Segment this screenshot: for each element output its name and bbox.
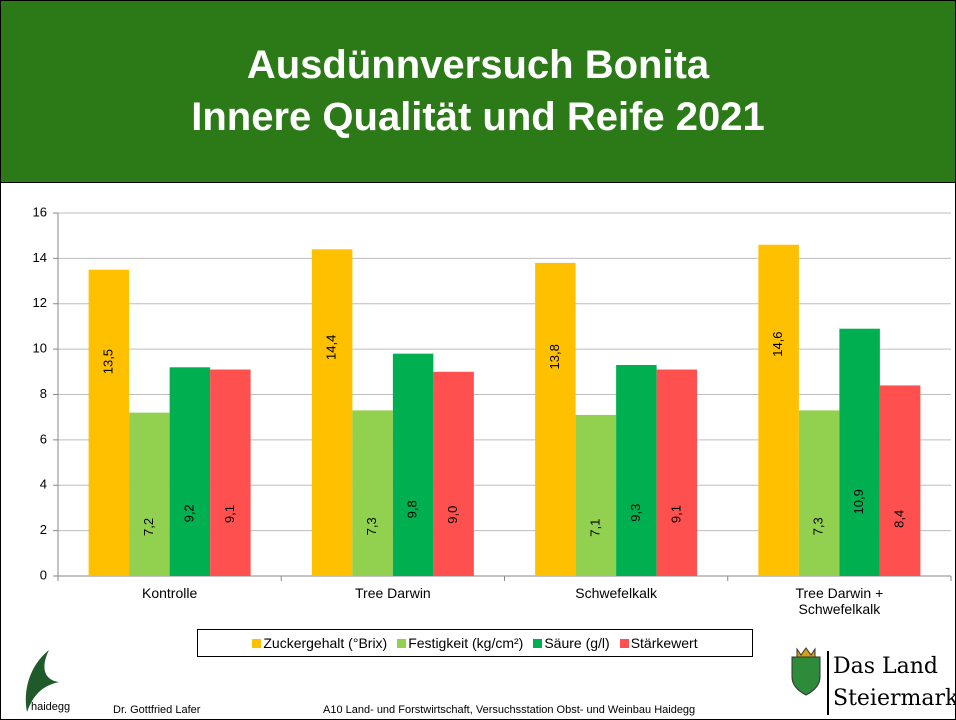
bar xyxy=(880,385,921,576)
legend-label: Stärkewert xyxy=(631,635,698,651)
legend-swatch xyxy=(397,639,406,648)
legend-item: Stärkewert xyxy=(620,635,698,651)
y-tick-label: 12 xyxy=(33,295,47,310)
legend-swatch xyxy=(252,639,261,648)
bar xyxy=(576,415,617,576)
data-label: 7,1 xyxy=(587,519,602,537)
coat-of-arms xyxy=(789,647,823,697)
title-line: Ausdünnversuch Bonita xyxy=(1,39,955,91)
bar xyxy=(433,372,474,576)
chart: 0 2 4 6 8 10 12 14 16 13,5 7,2 9,2 9,1 14,4 7,3 9,8 9,0 1… xyxy=(1,183,955,623)
y-tick-label: 6 xyxy=(40,431,47,446)
institution: A10 Land- und Forstwirtschaft, Versuchss… xyxy=(323,704,695,716)
x-tick-label: Tree Darwin xyxy=(328,585,458,601)
legend-item: Festigkeit (kg/cm²) xyxy=(397,635,523,651)
x-tick-label: Schwefelkalk xyxy=(551,585,681,601)
slide: Ausdünnversuch Bonita Innere Qualität un… xyxy=(0,0,956,720)
legend-swatch xyxy=(533,639,542,648)
bar xyxy=(312,249,353,576)
data-label: 9,3 xyxy=(628,504,643,522)
data-label: 8,4 xyxy=(892,510,907,528)
bar xyxy=(657,370,698,576)
legend: Zuckergehalt (°Brix) Festigkeit (kg/cm²) S… xyxy=(197,629,753,657)
data-label: 9,1 xyxy=(222,505,237,523)
logo-text: haidegg xyxy=(31,701,70,713)
data-label: 7,2 xyxy=(141,518,156,536)
legend-item: Säure (g/l) xyxy=(533,635,609,651)
data-label: 9,2 xyxy=(181,504,196,522)
data-label: 9,1 xyxy=(668,505,683,523)
y-tick-label: 4 xyxy=(40,477,47,492)
x-tick-label: Kontrolle xyxy=(105,585,235,601)
legend-label: Festigkeit (kg/cm²) xyxy=(408,635,523,651)
brand-line: Das Land xyxy=(833,651,956,683)
header: Ausdünnversuch Bonita Innere Qualität un… xyxy=(1,1,955,183)
bar xyxy=(393,354,434,576)
y-tick-label: 14 xyxy=(33,250,47,265)
data-label: 13,8 xyxy=(547,344,562,369)
bar xyxy=(210,370,251,576)
y-tick-label: 0 xyxy=(40,567,47,582)
y-tick-label: 10 xyxy=(33,341,47,356)
data-label: 14,4 xyxy=(324,335,339,360)
brand-line: Steiermark xyxy=(833,683,956,715)
bar xyxy=(89,270,130,576)
y-tick-label: 8 xyxy=(40,386,47,401)
bar xyxy=(535,263,576,576)
data-label: 7,3 xyxy=(364,517,379,535)
legend-swatch xyxy=(620,639,629,648)
data-label: 9,0 xyxy=(445,506,460,524)
x-tick-label: Tree Darwin + Schwefelkalk xyxy=(774,585,904,617)
y-tick-label: 2 xyxy=(40,522,47,537)
bar xyxy=(839,329,880,576)
author: Dr. Gottfried Lafer xyxy=(113,704,200,716)
legend-label: Zuckergehalt (°Brix) xyxy=(263,635,387,651)
legend-label: Säure (g/l) xyxy=(544,635,609,651)
bar xyxy=(352,410,393,576)
data-label: 9,8 xyxy=(405,500,420,518)
brand: Das Land Steiermark xyxy=(827,651,956,715)
data-label: 10,9 xyxy=(851,489,866,514)
bar xyxy=(799,410,840,576)
data-label: 13,5 xyxy=(100,349,115,374)
bar xyxy=(758,245,799,576)
y-tick-label: 16 xyxy=(33,204,47,219)
bar xyxy=(616,365,657,576)
data-label: 14,6 xyxy=(770,331,785,356)
title-line: Innere Qualität und Reife 2021 xyxy=(1,91,955,143)
legend-item: Zuckergehalt (°Brix) xyxy=(252,635,387,651)
bar xyxy=(129,413,170,576)
data-label: 7,3 xyxy=(811,517,826,535)
bar xyxy=(170,367,211,576)
